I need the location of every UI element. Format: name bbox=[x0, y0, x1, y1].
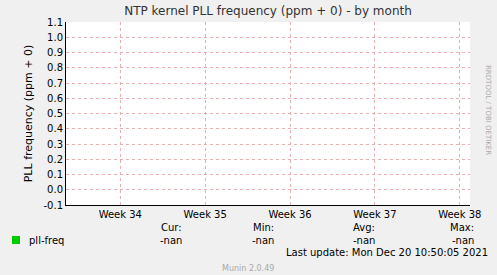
svg-text:Min:: Min: bbox=[253, 222, 274, 233]
svg-text:PLL frequency (ppm + 0): PLL frequency (ppm + 0) bbox=[22, 45, 35, 183]
svg-text:1.0: 1.0 bbox=[47, 32, 63, 43]
svg-text:-nan: -nan bbox=[452, 235, 474, 246]
svg-text:-0.1: -0.1 bbox=[43, 200, 63, 211]
svg-text:-nan: -nan bbox=[160, 235, 182, 246]
svg-text:0.8: 0.8 bbox=[47, 62, 63, 73]
svg-text:0.3: 0.3 bbox=[47, 139, 63, 150]
svg-text:Week 38: Week 38 bbox=[438, 209, 481, 220]
svg-text:0.4: 0.4 bbox=[47, 123, 63, 134]
svg-text:0.7: 0.7 bbox=[47, 78, 63, 89]
svg-text:Week 37: Week 37 bbox=[353, 209, 396, 220]
svg-text:RRDTOOL / TOBI OETIKER: RRDTOOL / TOBI OETIKER bbox=[484, 65, 492, 155]
svg-text:-nan: -nan bbox=[252, 235, 274, 246]
svg-text:Week 35: Week 35 bbox=[184, 209, 227, 220]
svg-text:0.5: 0.5 bbox=[47, 108, 63, 119]
svg-text:-nan: -nan bbox=[353, 235, 375, 246]
svg-text:Avg:: Avg: bbox=[353, 222, 375, 233]
svg-text:0.0: 0.0 bbox=[47, 184, 63, 195]
svg-text:0.6: 0.6 bbox=[47, 93, 63, 104]
svg-text:NTP kernel PLL frequency (ppm: NTP kernel PLL frequency (ppm + 0) - by … bbox=[124, 4, 412, 18]
svg-text:0.2: 0.2 bbox=[47, 154, 63, 165]
svg-text:Week 34: Week 34 bbox=[99, 209, 142, 220]
svg-text:0.1: 0.1 bbox=[47, 169, 63, 180]
svg-text:Cur:: Cur: bbox=[161, 222, 182, 233]
svg-text:Munin 2.0.49: Munin 2.0.49 bbox=[222, 264, 274, 273]
svg-text:0.9: 0.9 bbox=[47, 47, 63, 58]
svg-text:Last update: Mon Dec 20 10:50:: Last update: Mon Dec 20 10:50:05 2021 bbox=[286, 247, 488, 258]
svg-text:Week 36: Week 36 bbox=[268, 209, 311, 220]
svg-text:pll-freq: pll-freq bbox=[29, 235, 64, 246]
svg-text:Max:: Max: bbox=[450, 222, 474, 233]
svg-text:1.1: 1.1 bbox=[47, 17, 63, 28]
